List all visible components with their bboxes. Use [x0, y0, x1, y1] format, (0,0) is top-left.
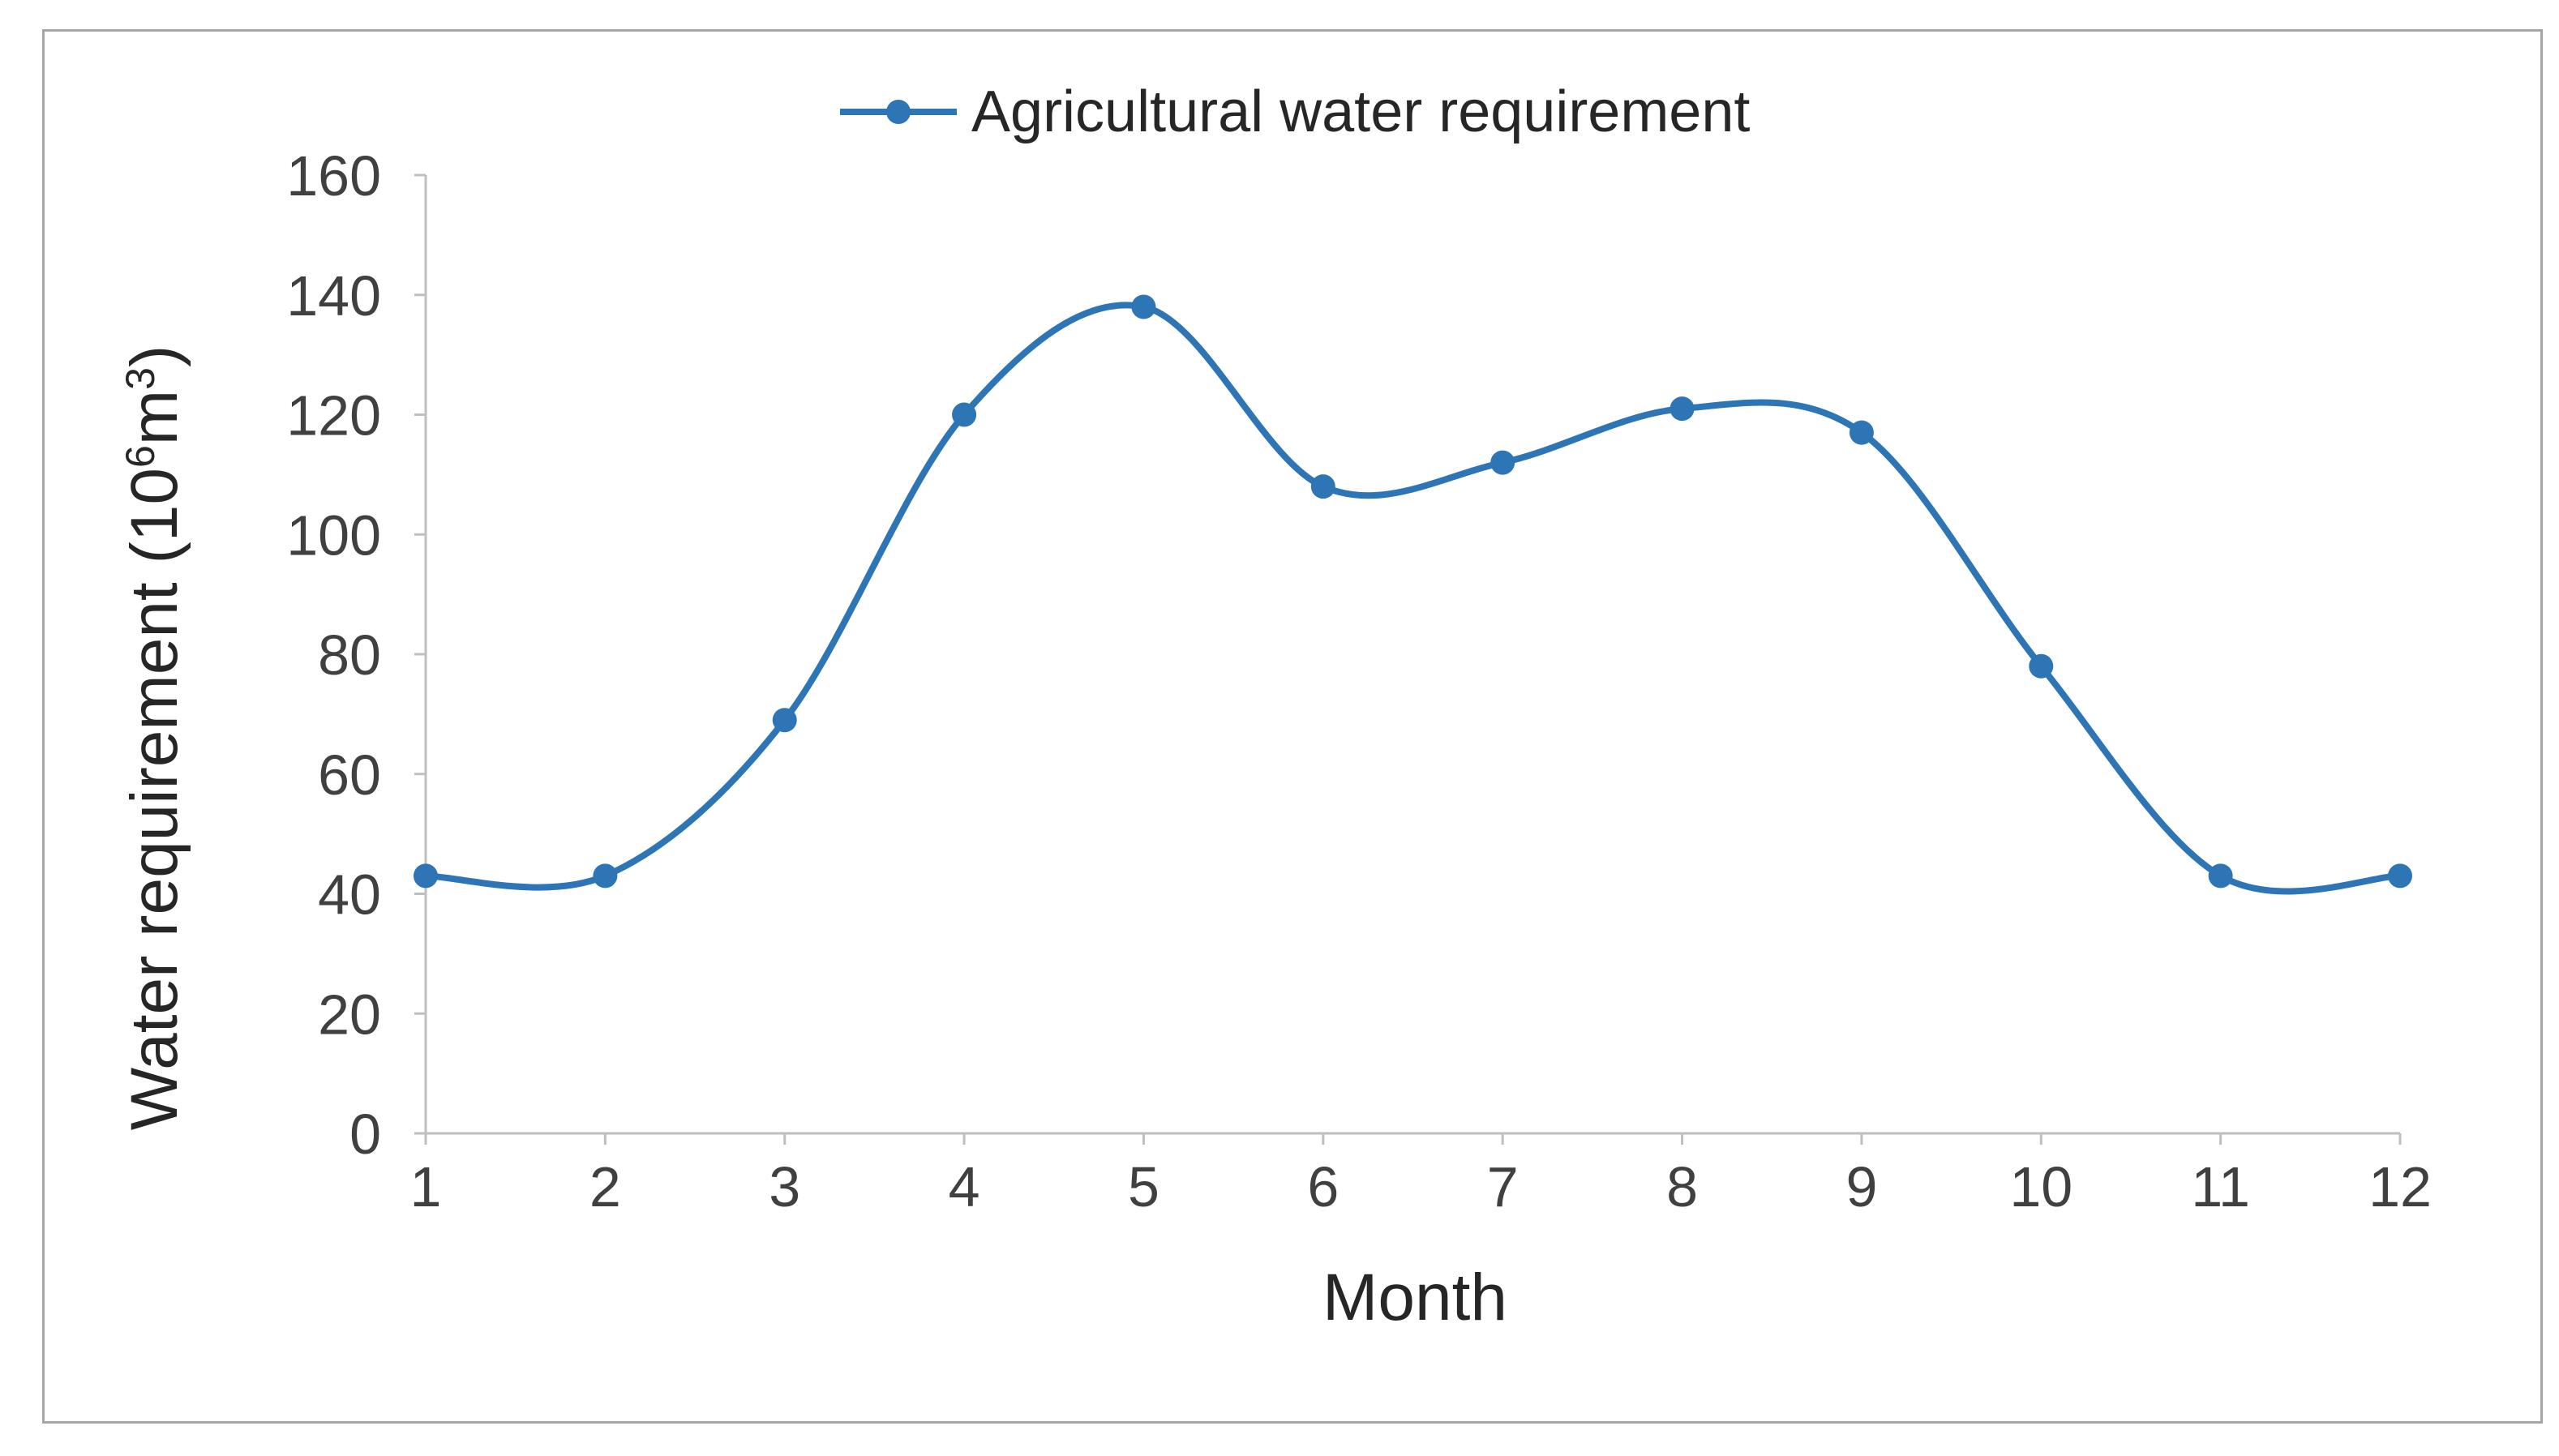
x-tick-label: 2 — [589, 1155, 621, 1218]
y-tick-label: 0 — [349, 1103, 381, 1166]
y-axis-ticks: 0 20 40 60 80 100 120 140 160 — [286, 144, 426, 1166]
x-tick-label: 3 — [769, 1155, 800, 1218]
y-tick-label: 100 — [286, 503, 381, 567]
y-tick-label: 140 — [286, 264, 381, 328]
y-axis-title-sup-cubed: 3 — [118, 367, 163, 390]
series-points — [414, 294, 2412, 889]
data-point-month-12 — [2388, 863, 2412, 889]
y-tick-label: 160 — [286, 144, 381, 208]
x-tick-label: 12 — [2368, 1155, 2432, 1218]
data-point-month-2 — [593, 863, 618, 889]
x-tick-label: 7 — [1487, 1155, 1519, 1218]
legend-label: Agricultural water requirement — [971, 79, 1750, 144]
data-point-month-11 — [2208, 863, 2233, 889]
x-tick-label: 8 — [1666, 1155, 1698, 1218]
x-tick-label: 4 — [949, 1155, 980, 1218]
data-point-month-4 — [952, 402, 977, 427]
series-line-agricultural-water-requirement — [422, 302, 2403, 895]
data-point-month-10 — [2029, 653, 2054, 679]
data-point-month-7 — [1490, 450, 1515, 475]
y-axis-title-main: Water requirement (10 — [118, 468, 191, 1130]
legend: Agricultural water requirement — [840, 79, 1750, 144]
x-tick-label: 10 — [2009, 1155, 2072, 1218]
x-tick-label: 11 — [2191, 1155, 2250, 1218]
x-axis-ticks: 1 2 3 4 5 6 7 8 9 10 11 12 — [410, 1133, 2432, 1218]
y-tick-label: 40 — [318, 863, 381, 927]
x-axis-title: Month — [1322, 1261, 1507, 1334]
data-point-month-5 — [1131, 294, 1156, 319]
y-axis-title-sup-exponent: 6 — [118, 445, 163, 468]
legend-point-marker — [886, 100, 911, 124]
data-point-month-6 — [1310, 474, 1335, 499]
data-point-month-8 — [1670, 396, 1695, 422]
data-point-month-1 — [414, 863, 438, 889]
y-axis-title: Water requirement (106m3) — [118, 345, 191, 1131]
data-point-month-9 — [1849, 420, 1874, 445]
data-point-month-3 — [772, 708, 797, 733]
y-axis-title-unit: m — [118, 390, 191, 445]
y-tick-label: 60 — [318, 743, 381, 807]
y-tick-label: 120 — [286, 384, 381, 448]
chart-frame — [42, 29, 2543, 1424]
y-axis-title-end: ) — [118, 345, 191, 367]
y-tick-label: 20 — [318, 983, 381, 1046]
x-tick-label: 6 — [1307, 1155, 1339, 1218]
x-tick-label: 9 — [1845, 1155, 1877, 1218]
x-tick-label: 1 — [410, 1155, 442, 1218]
y-tick-label: 80 — [318, 623, 381, 687]
x-tick-label: 5 — [1128, 1155, 1159, 1218]
